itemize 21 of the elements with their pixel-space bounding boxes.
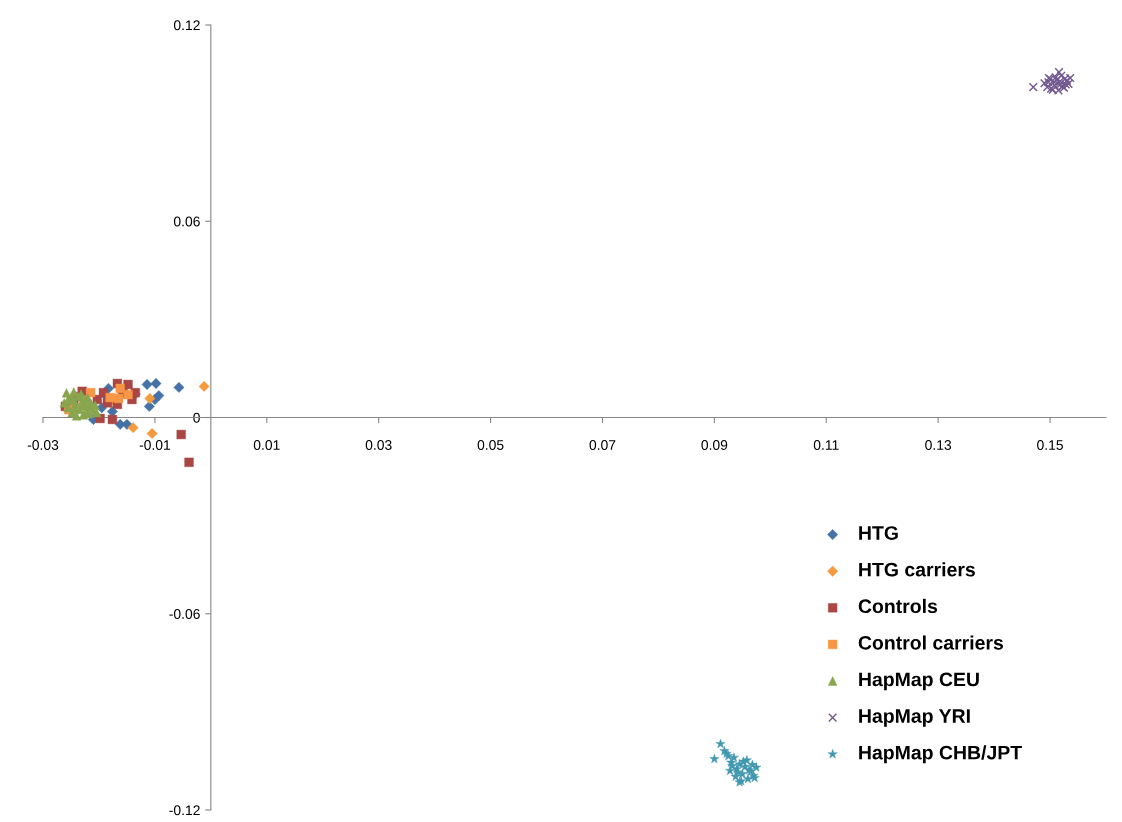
legend-label: HTG [859, 526, 898, 540]
x-tick-label: 0.03 [365, 440, 392, 450]
x-tick-label: 0.05 [477, 440, 504, 450]
y-tick-label: -0.06 [169, 609, 200, 619]
x-tick-label: -0.03 [27, 440, 59, 450]
legend-label: Controls [858, 598, 938, 614]
legend-label: HapMap YRI [859, 709, 970, 727]
x-tick-label: 0.15 [1037, 440, 1063, 450]
legend-label: HTG carriers [859, 562, 975, 577]
y-tick-label: -0.12 [169, 805, 200, 816]
y-tick-label: 0.12 [173, 20, 200, 31]
x-tick-label: 0.11 [813, 440, 839, 450]
x-tick-label: -0.01 [139, 440, 171, 450]
x-tick-label: 0.13 [925, 440, 952, 450]
legend-label: Control carriers [858, 635, 1003, 650]
x-tick-label: 0.09 [701, 440, 728, 450]
y-tick-label: 0.06 [173, 216, 200, 227]
legend-label: HapMap CEU [859, 672, 979, 691]
legend-label: HapMap CHB/JPT [859, 745, 1022, 764]
x-tick-label: 0.07 [589, 440, 616, 450]
x-tick-label: 0.01 [253, 440, 280, 450]
